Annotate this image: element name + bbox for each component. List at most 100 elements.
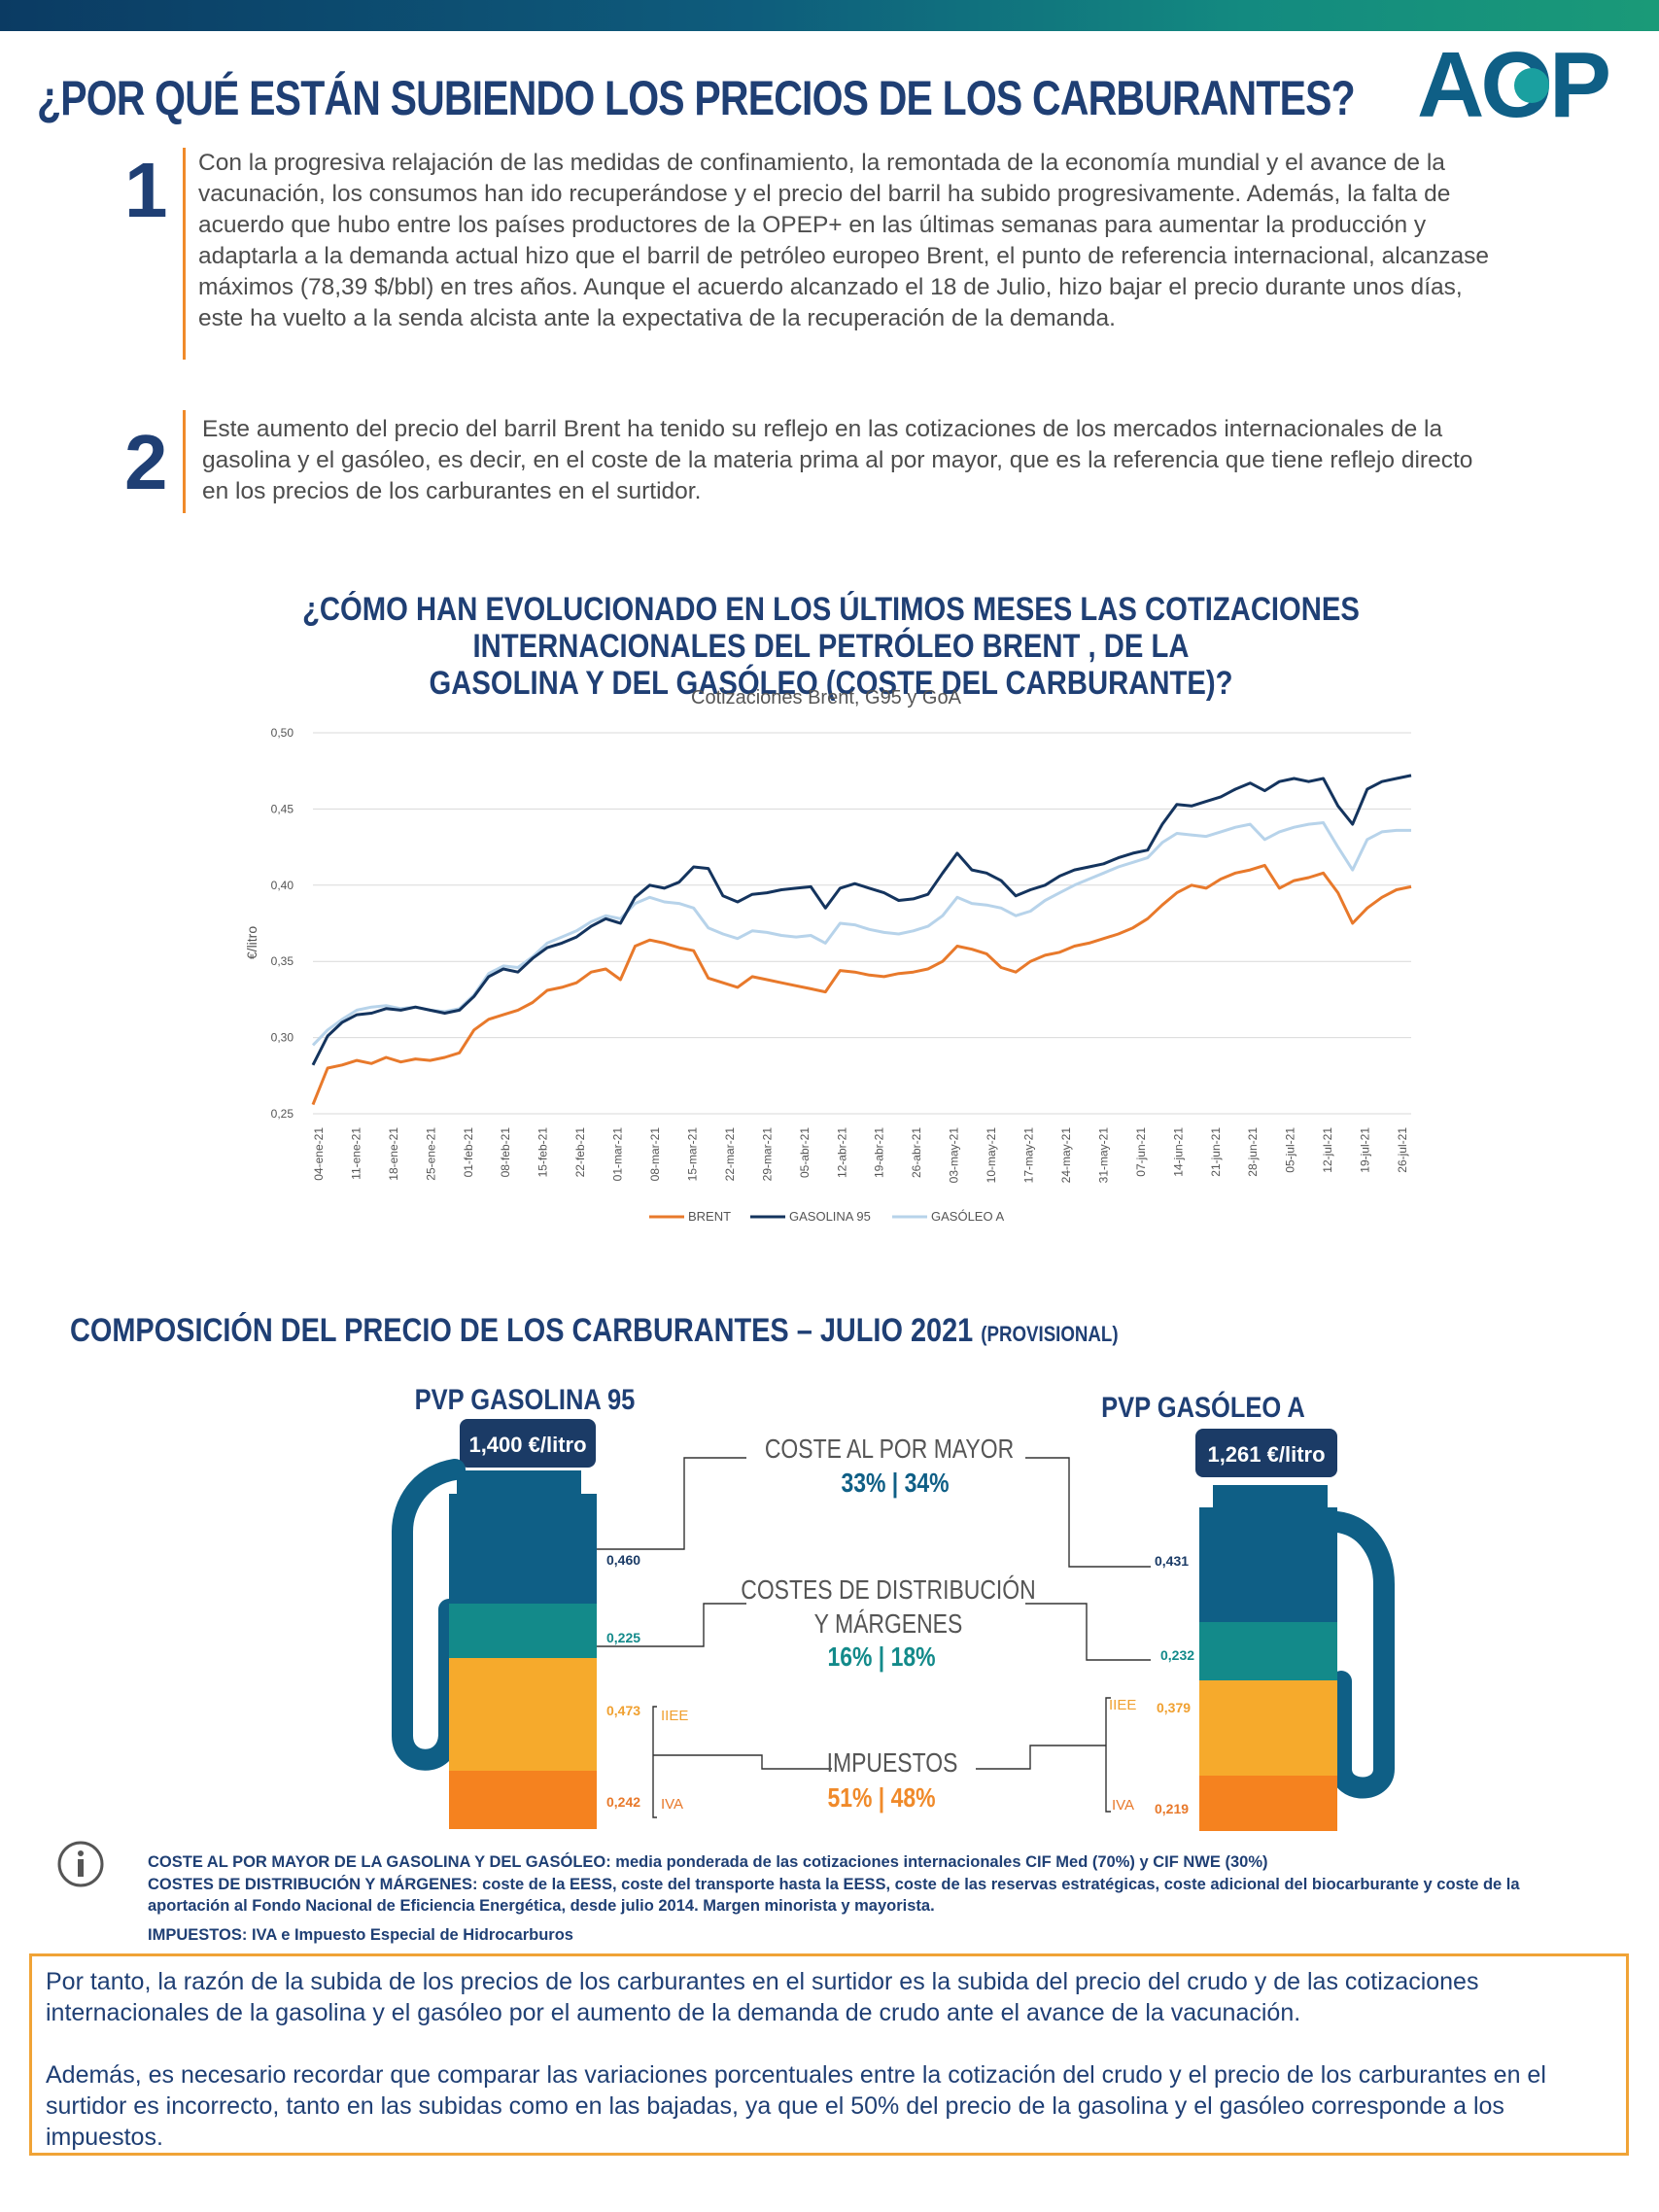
price-line-chart: Cotizaciones Brent, G95 y GoA 0,50 0,45 0,… <box>244 687 1412 1224</box>
x-tick-label: 26-abr-21 <box>910 1127 923 1178</box>
composition-title-provisional: (PROVISIONAL) <box>981 1322 1119 1346</box>
gasoleo-distribucion-value: 0,232 <box>1160 1647 1194 1663</box>
series-line-gasóleo-a <box>311 821 1411 1047</box>
chart-section-title-line2: GASOLINA Y DEL GASÓLEO (COSTE DEL CARBUR… <box>429 665 1233 702</box>
x-tick-label: 04-ene-21 <box>312 1127 326 1181</box>
x-tick-label: 05-abr-21 <box>798 1127 812 1178</box>
y-tick-label: 0,50 <box>271 726 294 740</box>
gasoleo-distribucion-segment <box>1199 1622 1337 1680</box>
note-distribucion: COSTES DE DISTRIBUCIÓN Y MÁRGENES: coste… <box>148 1876 1520 1915</box>
page-title: ¿POR QUÉ ESTÁN SUBIENDO LOS PRECIOS DE L… <box>37 71 1356 125</box>
gasoleo-price-badge <box>1195 1429 1337 1477</box>
impuestos-category-label: IMPUESTOS <box>827 1748 958 1779</box>
gasolina-iva-value: 0,242 <box>606 1794 640 1810</box>
point-2-text: Este aumento del precio del barril Brent… <box>202 416 1473 504</box>
gasoleo-pump-top <box>1213 1485 1328 1508</box>
x-tick-label: 24-may-21 <box>1059 1127 1073 1184</box>
x-tick-label: 01-mar-21 <box>611 1127 625 1182</box>
gasolina-price-badge <box>460 1419 596 1468</box>
info-icon <box>57 1841 104 1887</box>
distribucion-category-label-1: COSTES DE DISTRIBUCIÓN <box>741 1574 1035 1606</box>
x-tick-label: 25-ene-21 <box>424 1127 437 1181</box>
gasolina-label: PVP GASOLINA 95 <box>415 1383 636 1415</box>
gasoleo-iiee-segment <box>1199 1680 1337 1776</box>
aop-logo: AOP <box>1417 39 1612 126</box>
x-tick-label: 03-may-21 <box>948 1127 961 1184</box>
gasoleo-iva-value: 0,219 <box>1155 1801 1189 1816</box>
y-tick-label: 0,45 <box>271 802 294 815</box>
coste-category-label: COSTE AL POR MAYOR <box>765 1434 1014 1465</box>
gasolina-distribucion-segment <box>449 1604 597 1658</box>
gasolina-iva-tag: IVA <box>661 1796 683 1813</box>
gasoleo-iva-segment <box>1199 1776 1337 1831</box>
point-2-divider <box>183 410 186 513</box>
x-tick-label: 10-may-21 <box>985 1127 998 1184</box>
x-tick-label: 12-abr-21 <box>835 1127 848 1178</box>
coste-category-pct: 33% | 34% <box>841 1469 949 1499</box>
composition-title: COMPOSICIÓN DEL PRECIO DE LOS CARBURANTE… <box>70 1312 1119 1350</box>
x-tick-label: 22-feb-21 <box>573 1127 587 1178</box>
gasolina-distribucion-value: 0,225 <box>606 1630 640 1645</box>
x-tick-label: 11-ene-21 <box>349 1127 363 1180</box>
gasoleo-label: PVP GASÓLEO A <box>1101 1391 1305 1423</box>
x-tick-label: 01-feb-21 <box>462 1127 475 1178</box>
x-tick-label: 08-feb-21 <box>499 1127 512 1178</box>
legend-label: GASOLINA 95 <box>789 1209 871 1224</box>
x-tick-label: 29-mar-21 <box>760 1127 774 1182</box>
chart-section-title-line1: ¿CÓMO HAN EVOLUCIONADO EN LOS ÚLTIMOS ME… <box>302 591 1360 665</box>
connector-lines <box>597 1457 1151 1818</box>
y-axis-label: €/litro <box>244 926 259 959</box>
gasolina-pump-top <box>457 1470 581 1496</box>
gasoleo-coste-value: 0,431 <box>1155 1553 1189 1569</box>
x-tick-label: 18-ene-21 <box>387 1127 400 1181</box>
logo-text: AOP <box>1417 39 1608 126</box>
chart-title: Cotizaciones Brent, G95 y GoA <box>691 687 962 709</box>
gasoleo-iiee-value: 0,379 <box>1157 1700 1191 1715</box>
gasolina-coste-value: 0,460 <box>606 1552 640 1568</box>
y-tick-label: 0,30 <box>271 1031 294 1045</box>
x-tick-label: 22-mar-21 <box>723 1127 737 1182</box>
impuestos-category-pct: 51% | 48% <box>827 1783 935 1814</box>
x-tick-label: 21-jun-21 <box>1209 1127 1223 1177</box>
x-tick-label: 17-may-21 <box>1022 1127 1036 1184</box>
composition-title-main: COMPOSICIÓN DEL PRECIO DE LOS CARBURANTE… <box>70 1312 974 1349</box>
gasolina-iiee-value: 0,473 <box>606 1703 640 1718</box>
y-tick-label: 0,35 <box>271 954 294 968</box>
conclusion-box: Por tanto, la razón de la subida de los … <box>29 1953 1629 2156</box>
point-1-number: 1 <box>124 147 168 233</box>
series-line-brent <box>311 863 1412 1106</box>
legend-label: BRENT <box>688 1209 731 1224</box>
y-tick-label: 0,25 <box>271 1107 294 1121</box>
x-tick-label: 15-feb-21 <box>536 1127 550 1178</box>
y-tick-label: 0,40 <box>271 879 294 892</box>
x-tick-label: 19-abr-21 <box>873 1127 886 1178</box>
x-tick-label: 28-jun-21 <box>1246 1127 1260 1177</box>
x-tick-label: 08-mar-21 <box>648 1127 662 1182</box>
gasolina-iva-segment <box>449 1771 597 1829</box>
point-2-number: 2 <box>124 419 168 505</box>
gasoleo-price: 1,261 €/litro <box>1207 1442 1325 1467</box>
gasolina-hose <box>392 1459 466 1771</box>
x-tick-label: 12-jul-21 <box>1321 1127 1334 1173</box>
note-coste: COSTE AL POR MAYOR DE LA GASOLINA Y DEL … <box>148 1853 1268 1871</box>
gasoleo-iva-tag: IVA <box>1112 1797 1134 1814</box>
x-tick-label: 05-jul-21 <box>1284 1127 1297 1173</box>
gasolina-coste-segment <box>449 1494 597 1604</box>
x-tick-label: 26-jul-21 <box>1396 1127 1409 1173</box>
gasoleo-hose <box>1327 1511 1395 1799</box>
composition-diagram: PVP GASOLINA 95 1,400 €/litro 0,460 0,22… <box>392 1383 1395 1831</box>
x-tick-label: 14-jun-21 <box>1171 1127 1185 1177</box>
gasolina-price: 1,400 €/litro <box>468 1433 586 1457</box>
point-1-text: Con la progresiva relajación de las medi… <box>198 150 1489 331</box>
chart-section-title: ¿CÓMO HAN EVOLUCIONADO EN LOS ÚLTIMOS ME… <box>184 591 1479 702</box>
x-tick-label: 19-jul-21 <box>1359 1127 1372 1173</box>
x-tick-label: 15-mar-21 <box>685 1127 699 1182</box>
top-gradient-bar <box>0 0 1659 31</box>
legend-label: GASÓLEO A <box>931 1209 1004 1224</box>
conclusion-paragraph-1: Por tanto, la razón de la subida de los … <box>46 1968 1479 2026</box>
gasoleo-iiee-tag: IIEE <box>1109 1697 1136 1713</box>
gasolina-iiee-segment <box>449 1658 597 1771</box>
distribucion-category-pct: 16% | 18% <box>827 1642 935 1673</box>
series-line-gasolina-95 <box>311 774 1412 1066</box>
x-tick-label: 07-jun-21 <box>1134 1127 1148 1177</box>
